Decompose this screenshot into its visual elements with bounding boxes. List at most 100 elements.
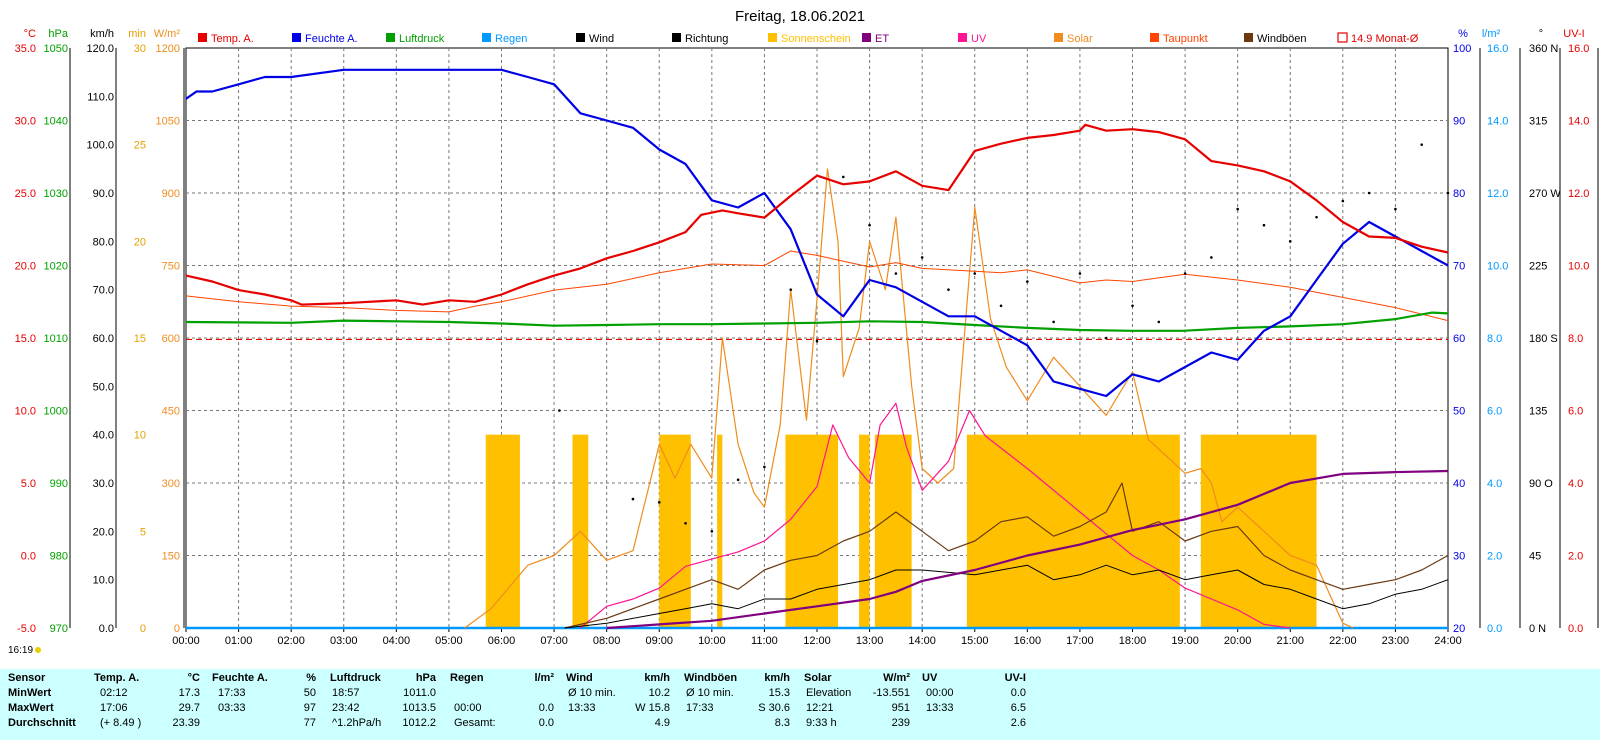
legend-item: ET	[862, 33, 889, 45]
stats-uv-value: 6.5	[1010, 702, 1026, 714]
legend-label: Regen	[495, 33, 527, 45]
stats-row-label: MinWert	[8, 687, 52, 699]
left-axis-tick-label: 1050	[156, 116, 180, 128]
series-feuchte-a-line	[185, 68, 1449, 398]
stats-header-sensor: Sensor	[8, 672, 46, 684]
wind-direction-point	[1026, 280, 1029, 283]
left-axis-tick-label: 10.0	[93, 575, 114, 587]
left-axis-tick-label: 300	[162, 478, 180, 490]
left-axis-unit: W/m²	[154, 28, 181, 40]
stats-wind-value: 10.2	[648, 687, 670, 699]
left-axis-tick-label: 100.0	[86, 140, 114, 152]
x-tick-label: 21:00	[1276, 635, 1304, 647]
legend-swatch	[1244, 33, 1253, 42]
left-axis-tick-label: 15.0	[15, 333, 36, 345]
plot-area	[185, 68, 1450, 630]
right-axis-tick-label: 2.0	[1487, 551, 1502, 563]
stats-temp-time: (+ 8.49 )	[100, 717, 142, 729]
stats-humidity-value: 97	[303, 702, 316, 714]
wind-direction-point	[999, 304, 1003, 308]
left-axis-tick-label: 900	[162, 188, 180, 200]
sunrise-marker: 16:19	[8, 645, 42, 656]
right-axis-tick-label: 4.0	[1568, 478, 1583, 490]
legend-item: Taupunkt	[1150, 33, 1208, 45]
sunshine-block	[966, 434, 1180, 628]
stats-pressure-time: 18:57	[332, 687, 360, 699]
x-tick-label: 00:00	[172, 635, 200, 647]
left-axis-tick-label: 1030	[44, 188, 68, 200]
wind-direction-point	[631, 497, 635, 501]
x-tick-label: 19:00	[1171, 635, 1199, 647]
legend-item: 14.9 Monat-Ø	[1337, 32, 1419, 45]
right-axis-tick-label: 2.0	[1568, 551, 1583, 563]
wind-direction-point	[841, 175, 845, 179]
left-axis-tick-label: 980	[50, 551, 68, 563]
right-axis-tick-label: 14.0	[1487, 116, 1508, 128]
legend-item: Wind	[576, 33, 614, 45]
series-uv-line	[580, 402, 1291, 629]
left-axis-tick-label: 970	[50, 623, 68, 635]
legend-label: 14.9 Monat-Ø	[1351, 33, 1419, 45]
left-axis-tick-label: 0	[140, 623, 146, 635]
stats-rain-value: 0.0	[538, 702, 554, 714]
right-axis-tick-label: 12.0	[1487, 188, 1508, 200]
left-axis-tick-label: 600	[162, 333, 180, 345]
stats-header-uv: UV	[922, 672, 938, 684]
series-taupunkt-line	[185, 250, 1449, 322]
legend-item: Richtung	[672, 33, 728, 45]
stats-pressure-time: ^1.2hPa/h	[332, 717, 382, 729]
x-tick-label: 08:00	[593, 635, 621, 647]
x-tick-label: 09:00	[645, 635, 673, 647]
right-axis-tick-label: 30	[1453, 551, 1465, 563]
sunshine-block	[1200, 434, 1317, 628]
stats-humidity-value: 50	[303, 687, 316, 699]
left-axis-tick-label: 1200	[156, 43, 180, 55]
legend-label: Sonnenschein	[781, 33, 851, 45]
legend-swatch	[576, 33, 585, 42]
wind-direction-point	[1315, 215, 1318, 219]
x-tick-label: 02:00	[277, 635, 305, 647]
left-axis-tick-label: 5.0	[21, 478, 36, 490]
legend-label: UV	[971, 33, 987, 45]
right-axis-tick-label: 6.0	[1487, 406, 1502, 418]
left-axis-tick-label: 20	[134, 236, 146, 248]
wind-direction-point	[710, 530, 714, 533]
stats-header-gust: Windböen	[684, 672, 738, 684]
x-tick-label: 07:00	[540, 635, 568, 647]
chart-legend: Temp. A. Feuchte A. Luftdruck Regen Wind Rich…	[198, 32, 1419, 45]
series-temp-a-line	[185, 123, 1449, 306]
legend-item: Regen	[482, 33, 527, 45]
right-axis-tick-label: 16.0	[1568, 43, 1589, 55]
stats-temp-time: 17:06	[100, 702, 128, 714]
left-axis-tick-label: 150	[162, 551, 180, 563]
right-axis-tick-label: 80	[1453, 188, 1465, 200]
x-tick-label: 06:00	[488, 635, 516, 647]
x-tick-label: 20:00	[1224, 635, 1252, 647]
series-solar-line	[464, 168, 1354, 629]
series-windb-en-line	[564, 482, 1449, 629]
left-axis-tick-label: 35.0	[15, 43, 36, 55]
left-axis-tick-label: 60.0	[93, 333, 114, 345]
stats-solar-time: 12:21	[806, 702, 834, 714]
stats-wind-value: 4.9	[654, 717, 670, 729]
wind-direction-point	[815, 339, 819, 343]
stats-wind-value: W 15.8	[635, 702, 670, 714]
sunshine-block	[485, 434, 520, 628]
statistics-table: Sensor Temp. A. °C Feuchte A.% Luftdruck hPa R…	[0, 669, 1600, 740]
legend-item: Solar	[1054, 33, 1093, 45]
wind-direction-point	[1131, 304, 1134, 308]
chart-axes: 00:00 01:00 02:00 03:00 04:00 05:00 06:00 07:00…	[15, 28, 1599, 647]
left-axis-tick-label: 70.0	[93, 285, 114, 297]
wind-direction-point	[973, 272, 977, 275]
stats-solar-value: -13.551	[872, 687, 910, 699]
stats-header-solar-unit: W/m²	[883, 672, 910, 684]
legend-item: Feuchte A.	[292, 33, 358, 45]
stats-row-label: Durchschnitt	[8, 717, 76, 729]
wind-direction-point	[1341, 199, 1345, 203]
stats-rain-time: 00:00	[454, 702, 482, 714]
legend-label: Temp. A.	[211, 33, 254, 45]
left-axis-tick-label: 990	[50, 478, 68, 490]
right-axis-unit: %	[1458, 28, 1468, 40]
weather-chart: Freitag, 18.06.2021 Temp. A. Feuchte A. Lu…	[15, 8, 1599, 647]
left-axis-tick-label: 80.0	[93, 236, 114, 248]
